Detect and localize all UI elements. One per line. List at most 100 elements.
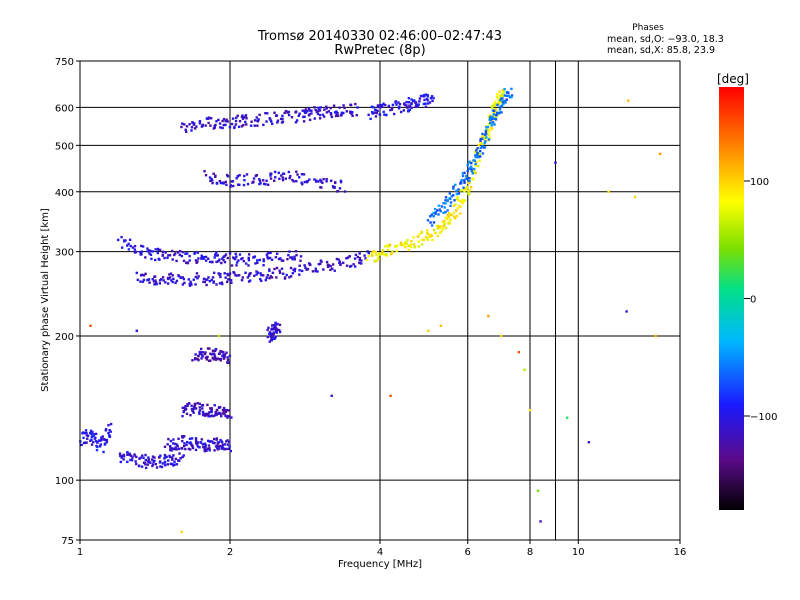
trace-point (444, 226, 448, 230)
trace-point (197, 354, 200, 357)
trace-point (325, 180, 328, 183)
scatter-point (658, 152, 662, 156)
trace-point (182, 454, 185, 457)
trace-point (86, 434, 90, 438)
trace-point (301, 183, 304, 186)
trace-point (332, 104, 336, 107)
trace-point (269, 251, 272, 255)
x-tick-label: 10 (572, 547, 585, 558)
trace-point (195, 272, 199, 275)
trace-point (329, 268, 332, 272)
scatter-point (554, 161, 557, 164)
trace-point (415, 103, 418, 107)
trace-point (181, 406, 185, 410)
trace-point (228, 445, 231, 448)
trace-point (315, 110, 318, 113)
trace-point (253, 124, 256, 127)
trace-point (203, 280, 207, 284)
trace-point (270, 276, 274, 279)
trace-point (353, 265, 357, 268)
trace-point (412, 236, 415, 239)
trace-point (245, 173, 249, 176)
trace-point (242, 123, 245, 127)
trace-point (189, 413, 192, 417)
trace-point (336, 114, 340, 117)
trace-point (491, 104, 494, 108)
trace-point (172, 277, 175, 281)
scatter-point (607, 190, 610, 193)
trace-point (472, 159, 475, 162)
trace-point (240, 115, 244, 119)
trace-point (151, 250, 154, 253)
trace-point (151, 463, 155, 466)
trace-point (264, 183, 267, 186)
trace-point (333, 111, 337, 114)
trace-point (209, 117, 213, 120)
trace-point (220, 447, 223, 450)
trace-point (184, 447, 187, 451)
trace-point (170, 279, 173, 282)
trace-point (168, 444, 172, 448)
trace-point (457, 188, 460, 191)
trace-point (140, 244, 143, 248)
trace-point (345, 257, 348, 260)
trace-point (479, 139, 482, 142)
trace-point (255, 270, 258, 273)
trace-point (208, 347, 211, 350)
trace-point (220, 440, 223, 443)
trace-point (215, 409, 219, 412)
trace-point (275, 328, 279, 331)
trace-point (499, 98, 502, 102)
trace-point (293, 267, 297, 271)
trace-point (158, 248, 162, 252)
scatter-point (633, 195, 637, 199)
trace-point (169, 446, 172, 450)
trace-point (168, 454, 171, 458)
trace-point (280, 259, 284, 262)
trace-point (160, 278, 163, 281)
trace-point (237, 259, 240, 262)
trace-point (381, 249, 385, 252)
trace-point (349, 103, 352, 106)
trace-point (375, 111, 378, 115)
trace-point (228, 125, 232, 129)
trace-point (190, 126, 194, 129)
trace-point (217, 118, 220, 122)
trace-point (492, 114, 495, 118)
trace-point (182, 259, 186, 263)
trace-point (508, 95, 512, 99)
trace-point (215, 260, 218, 264)
trace-point (252, 256, 255, 259)
trace-point (268, 340, 271, 343)
trace-point (212, 172, 215, 175)
trace-point (246, 276, 250, 279)
trace-point (196, 251, 200, 254)
trace-point (108, 429, 111, 432)
trace-point (336, 190, 339, 193)
trace-point (154, 281, 158, 284)
trace-point (329, 113, 333, 116)
trace-point (426, 229, 429, 232)
trace-point (476, 147, 479, 150)
trace-point (176, 251, 180, 254)
trace-point (459, 180, 463, 184)
trace-point (293, 258, 297, 261)
trace-point (383, 113, 386, 116)
trace-point (227, 278, 230, 281)
trace-point (317, 106, 320, 110)
trace-point (208, 449, 211, 452)
trace-point (378, 253, 381, 256)
trace-point (173, 463, 176, 466)
scatter-point (180, 530, 183, 534)
trace-point (181, 250, 184, 254)
trace-point (417, 245, 420, 248)
trace-point (96, 441, 99, 444)
trace-point (273, 327, 276, 331)
trace-point (496, 93, 499, 96)
trace-point (430, 234, 434, 237)
trace-point (376, 105, 380, 109)
trace-point (446, 199, 449, 203)
trace-point (123, 240, 126, 243)
trace-point (274, 330, 278, 333)
trace-point (268, 268, 271, 271)
